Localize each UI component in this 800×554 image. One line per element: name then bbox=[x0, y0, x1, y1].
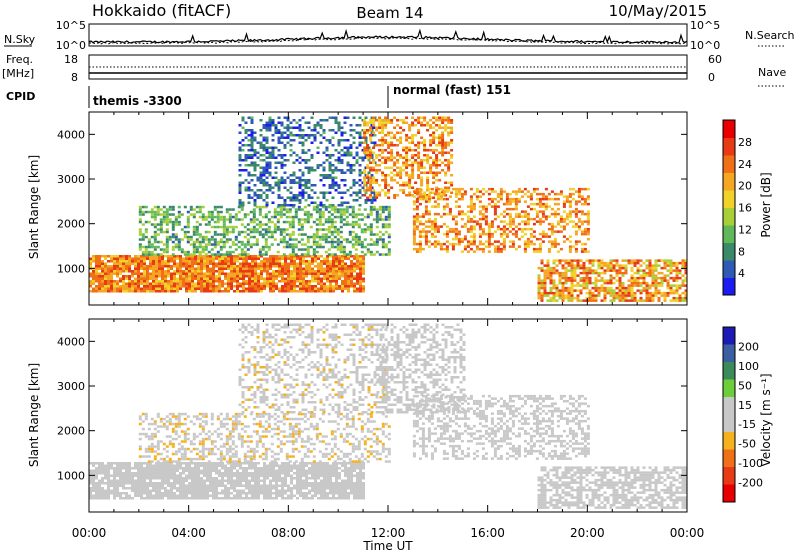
velocity-ylabel: Slant Range [km] bbox=[27, 363, 41, 467]
nsky-tick-top: 10^5 bbox=[56, 19, 86, 32]
colorbar-swatch bbox=[723, 137, 735, 156]
time-tick-label: 12:00 bbox=[371, 526, 406, 540]
scatter-region bbox=[412, 394, 590, 460]
scatter-region bbox=[89, 255, 365, 293]
time-axis-label: Time UT bbox=[362, 539, 413, 553]
power-colorbar: 4 8 12 16 20 24 28 bbox=[722, 119, 752, 296]
colorbar-swatch bbox=[723, 242, 735, 261]
freq-tick-bottom: 8 bbox=[71, 71, 78, 84]
colorbar-tick-label: 4 bbox=[738, 267, 745, 280]
y-tick-label: 3000 bbox=[57, 173, 85, 186]
y-tick-label: 3000 bbox=[57, 380, 85, 393]
colorbar-swatch bbox=[723, 120, 735, 138]
colorbar-swatch bbox=[723, 362, 735, 380]
velocity-panel: Slant Range [km] 1000 2000 3000 4000 200 100… bbox=[27, 318, 773, 513]
colorbar-tick-label: 24 bbox=[738, 158, 752, 171]
scatter-region bbox=[89, 462, 365, 500]
time-tick-label: 00:00 bbox=[72, 526, 107, 540]
time-tick-label: 16:00 bbox=[470, 526, 505, 540]
nsky-series bbox=[88, 28, 688, 44]
colorbar-swatch bbox=[723, 172, 735, 191]
scatter-region bbox=[537, 259, 688, 302]
colorbar-swatch bbox=[723, 344, 735, 363]
nsearch-series bbox=[89, 37, 688, 45]
beam-title: Beam 14 bbox=[356, 4, 423, 22]
cpid-segment-1: themis -3300 bbox=[93, 94, 182, 108]
scatter-region bbox=[537, 466, 688, 509]
nsky-tick-bottom: 10^0 bbox=[56, 39, 86, 52]
colorbar-swatch bbox=[723, 155, 735, 173]
nave-label: Nave bbox=[758, 66, 786, 79]
velocity-heatmap bbox=[89, 323, 688, 509]
time-axis: 00:00 04:00 08:00 12:00 16:00 20:00 00:00 bbox=[72, 526, 705, 540]
colorbar-tick-label: 20 bbox=[738, 180, 752, 193]
colorbar-swatch bbox=[723, 190, 735, 208]
scatter-region bbox=[238, 323, 389, 414]
colorbar-swatch bbox=[723, 277, 735, 296]
freq-tick-top: 18 bbox=[64, 53, 78, 66]
colorbar-tick-label: 15 bbox=[738, 399, 752, 412]
cpid-row: CPID themis -3300 normal (fast) 151 bbox=[6, 83, 511, 108]
colorbar-swatch bbox=[723, 449, 735, 468]
colorbar-tick-label: -100 bbox=[738, 457, 763, 470]
colorbar-swatch bbox=[723, 467, 735, 485]
time-tick-label: 08:00 bbox=[271, 526, 306, 540]
power-colorbar-label: Power [dB] bbox=[759, 172, 773, 237]
nsearch-label: N.Search bbox=[745, 29, 795, 42]
colorbar-swatch bbox=[723, 414, 735, 433]
cpid-segment-2: normal (fast) 151 bbox=[393, 83, 511, 97]
y-tick-label: 2000 bbox=[57, 218, 85, 231]
nave-tick-top: 60 bbox=[708, 53, 722, 66]
velocity-colorbar: 200 100 50 15 -15 -50 -100 -200 bbox=[722, 326, 763, 503]
power-ylabel: Slant Range [km] bbox=[27, 155, 41, 259]
power-panel: Slant Range [km] 1000 2000 3000 4000 4 8 12 16… bbox=[27, 111, 773, 306]
colorbar-swatch bbox=[723, 327, 735, 345]
scatter-region bbox=[238, 116, 377, 207]
colorbar-tick-label: 8 bbox=[738, 245, 745, 258]
nsearch-tick-bottom: 10^0 bbox=[690, 39, 720, 52]
station-title: Hokkaido (fitACF) bbox=[92, 1, 231, 20]
cpid-label: CPID bbox=[6, 90, 35, 103]
y-tick-label: 1000 bbox=[57, 262, 85, 275]
power-heatmap bbox=[89, 116, 688, 302]
time-tick-label: 00:00 bbox=[670, 526, 705, 540]
y-tick-label: 4000 bbox=[57, 128, 85, 141]
colorbar-tick-label: 28 bbox=[738, 136, 752, 149]
nsky-label: N.Sky bbox=[4, 33, 36, 46]
scatter-region bbox=[138, 205, 391, 256]
time-tick-label: 04:00 bbox=[171, 526, 206, 540]
y-tick-label: 2000 bbox=[57, 425, 85, 438]
freq-label: Freq. bbox=[6, 53, 33, 66]
scatter-region bbox=[138, 412, 391, 463]
freq-unit-label: [MHz] bbox=[2, 67, 34, 80]
colorbar-swatch bbox=[723, 484, 735, 503]
colorbar-tick-label: 12 bbox=[738, 223, 752, 236]
colorbar-swatch bbox=[723, 379, 735, 398]
nave-tick-bottom: 0 bbox=[708, 71, 715, 84]
colorbar-swatch bbox=[723, 397, 735, 415]
colorbar-tick-label: 16 bbox=[738, 202, 752, 215]
nsky-panel: N.Sky 10^5 10^0 10^5 10^0 N.Search bbox=[4, 19, 795, 52]
scatter-region bbox=[375, 323, 466, 414]
nsearch-tick-top: 10^5 bbox=[690, 19, 720, 32]
time-tick-label: 20:00 bbox=[570, 526, 605, 540]
colorbar-tick-label: -15 bbox=[738, 418, 756, 431]
scatter-region bbox=[363, 116, 454, 199]
colorbar-tick-label: 100 bbox=[738, 360, 759, 373]
colorbar-tick-label: 200 bbox=[738, 340, 759, 353]
scatter-region bbox=[412, 187, 590, 253]
y-tick-label: 4000 bbox=[57, 335, 85, 348]
colorbar-swatch bbox=[723, 225, 735, 243]
colorbar-swatch bbox=[723, 432, 735, 450]
velocity-colorbar-label: Velocity [m s⁻¹] bbox=[759, 373, 773, 466]
freq-panel: Freq. [MHz] 18 8 60 0 Nave bbox=[2, 53, 786, 87]
colorbar-tick-label: -50 bbox=[738, 438, 756, 451]
date-title: 10/May/2015 bbox=[609, 2, 707, 20]
colorbar-swatch bbox=[723, 207, 735, 226]
y-tick-label: 1000 bbox=[57, 469, 85, 482]
colorbar-tick-label: 50 bbox=[738, 379, 752, 392]
colorbar-tick-label: -200 bbox=[738, 477, 763, 490]
colorbar-swatch bbox=[723, 260, 735, 278]
